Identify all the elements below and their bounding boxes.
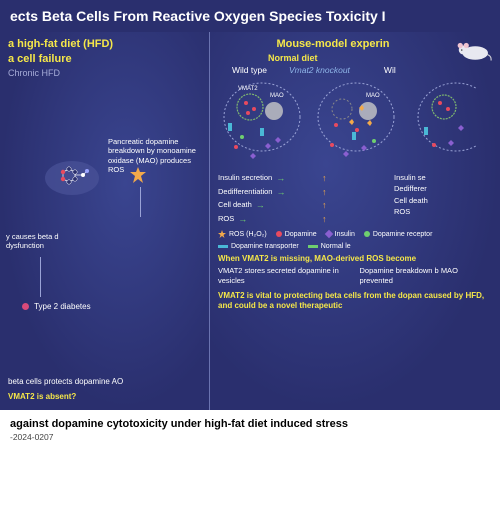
ro-2: Dedifferentiation bbox=[218, 186, 272, 200]
bar-icon bbox=[308, 245, 318, 248]
ro-4: ROS bbox=[218, 213, 234, 227]
right-title: Mouse-model experin bbox=[218, 38, 448, 50]
svg-text:MAO: MAO bbox=[270, 93, 284, 99]
ro3-4: ROS bbox=[394, 206, 410, 217]
arr-right-icon: → bbox=[276, 186, 285, 200]
vmat2-protect-text: beta cells protects dopamine AO bbox=[8, 377, 201, 387]
left-title-2: a cell failure bbox=[8, 53, 201, 65]
readouts-col1: Insulin secretion → Dedifferentiation → … bbox=[218, 172, 310, 226]
dot-icon bbox=[276, 231, 282, 237]
dopamine-molecule-icon bbox=[45, 157, 100, 199]
right-header: Mouse-model experin Normal diet bbox=[218, 38, 492, 63]
t2d-label: Type 2 diabetes bbox=[22, 302, 91, 311]
main-panels: a high-fat diet (HFD) a cell failure Chr… bbox=[0, 32, 500, 410]
arr-right-icon: → bbox=[276, 172, 285, 186]
right-panel: Mouse-model experin Normal diet Wild typ… bbox=[210, 32, 500, 410]
concl-1: VMAT2 stores secreted dopamine in vesicl… bbox=[218, 266, 350, 286]
header-bar: ects Beta Cells From Reactive Oxygen Spe… bbox=[0, 0, 500, 32]
chronic-hfd-label: Chronic HFD bbox=[8, 68, 201, 78]
burst-icon bbox=[218, 230, 226, 238]
arr-right-icon: → bbox=[256, 199, 265, 213]
readouts-col2: ↑ ↑ ↑ ↑ bbox=[322, 172, 342, 226]
arr-right-icon: → bbox=[238, 213, 247, 227]
readouts-col3: Insulin se Dedifferer Cell death ROS bbox=[394, 172, 464, 226]
footer-doi: -2024-0207 bbox=[10, 432, 490, 442]
final-conclusion: VMAT2 is vital to protecting beta cells … bbox=[218, 291, 492, 312]
svg-text:MAO: MAO bbox=[366, 93, 380, 99]
diamond-icon bbox=[324, 230, 332, 238]
legend-dopamine: Dopamine bbox=[276, 230, 317, 238]
flow-arrow-1 bbox=[140, 187, 141, 217]
mouse-icon bbox=[454, 38, 492, 62]
cell-ko-normal: MAO bbox=[312, 75, 400, 165]
readouts-row: Insulin secretion → Dedifferentiation → … bbox=[218, 170, 492, 226]
left-bottom-block: beta cells protects dopamine AO VMAT2 is… bbox=[8, 377, 201, 402]
footer: against dopamine cytotoxicity under high… bbox=[0, 410, 500, 510]
diet-normal: Normal diet bbox=[268, 53, 318, 63]
legend-receptor: Dopamine receptor bbox=[364, 230, 433, 238]
svg-text:VMAT2: VMAT2 bbox=[238, 86, 258, 92]
legend: ROS (H₂O₂) Dopamine Insulin Dopamine rec… bbox=[218, 230, 492, 250]
legend-transporter: Dopamine transporter bbox=[218, 243, 299, 250]
ro3-3: Cell death bbox=[394, 195, 428, 206]
arr-up-icon: ↑ bbox=[322, 199, 327, 213]
cells-row: MAO VMAT2 bbox=[218, 75, 492, 170]
arr-up-icon: ↑ bbox=[322, 213, 327, 227]
wt-label-2: Wil bbox=[384, 65, 396, 75]
t2d-text: Type 2 diabetes bbox=[34, 302, 90, 311]
flow-arrow-2 bbox=[40, 257, 41, 297]
cell-wt-normal: MAO VMAT2 bbox=[218, 75, 306, 165]
cell-wt-hfd bbox=[406, 75, 476, 165]
left-panel: a high-fat diet (HFD) a cell failure Chr… bbox=[0, 32, 210, 410]
ro-3: Cell death bbox=[218, 199, 252, 213]
arr-up-icon: ↑ bbox=[322, 172, 327, 186]
dot-icon bbox=[364, 231, 370, 237]
diet-labels: Normal diet bbox=[218, 53, 448, 63]
bar-icon bbox=[218, 245, 228, 248]
legend-insulin: Insulin bbox=[326, 230, 355, 238]
strain-row: Wild type Vmat2 knockout Wil bbox=[218, 65, 492, 75]
ros-effect-text: y causes beta d dysfunction bbox=[6, 232, 86, 251]
legend-normal: Normal le bbox=[308, 243, 351, 250]
conclusion-boxes: VMAT2 stores secreted dopamine in vesicl… bbox=[218, 266, 492, 286]
left-title-1: a high-fat diet (HFD) bbox=[8, 38, 201, 50]
arr-up-icon: ↑ bbox=[322, 186, 327, 200]
conclusion-header: When VMAT2 is missing, MAO-derived ROS b… bbox=[218, 254, 492, 263]
wt-label-1: Wild type bbox=[232, 65, 267, 75]
header-title: ects Beta Cells From Reactive Oxygen Spe… bbox=[10, 8, 386, 24]
ro3-2: Dedifferer bbox=[394, 183, 427, 194]
footer-caption: against dopamine cytotoxicity under high… bbox=[10, 418, 490, 430]
t2d-dot-icon bbox=[22, 303, 29, 310]
concl-2: Dopamine breakdown b MAO prevented bbox=[360, 266, 492, 286]
ko-label: Vmat2 knockout bbox=[289, 65, 350, 75]
vmat2-question: VMAT2 is absent? bbox=[8, 392, 201, 402]
mao-ros-text: Pancreatic dopamine breakdown by monoami… bbox=[108, 137, 203, 175]
ro3-1: Insulin se bbox=[394, 172, 426, 183]
infographic-container: ects Beta Cells From Reactive Oxygen Spe… bbox=[0, 0, 500, 500]
ro-1: Insulin secretion bbox=[218, 172, 272, 186]
legend-ros: ROS (H₂O₂) bbox=[218, 230, 267, 238]
